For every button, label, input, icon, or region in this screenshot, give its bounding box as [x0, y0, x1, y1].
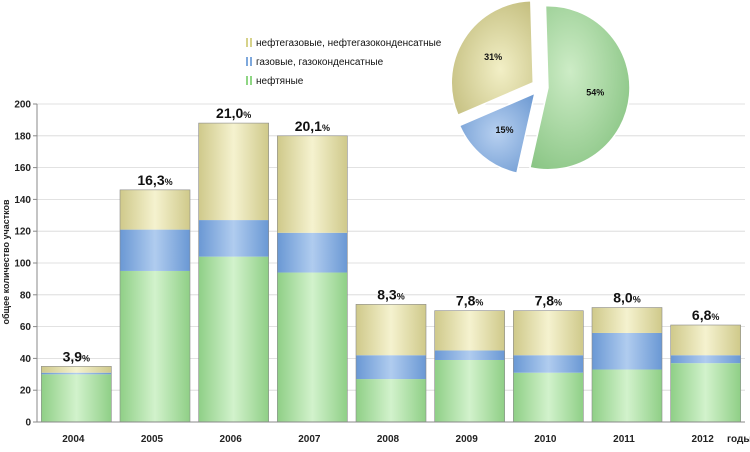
bar-segment-oil — [277, 272, 348, 422]
x-tick-label: 2009 — [456, 434, 479, 445]
bar-segment-gas — [513, 355, 584, 373]
bar-segment-oil — [41, 374, 112, 422]
pie-slice-mixed — [450, 0, 535, 117]
y-tick-label: 20 — [20, 386, 32, 397]
bar-percent-label: 3,9% — [63, 348, 90, 364]
y-axis-ticks: 0 20 40 60 80 100 120 140 160 180 200 — [14, 100, 37, 429]
x-tick-label: 2008 — [377, 434, 400, 445]
bar-segment-oil — [356, 379, 426, 422]
y-tick-label: 0 — [25, 418, 31, 429]
y-tick-label: 40 — [20, 354, 32, 365]
y-tick-label: 100 — [14, 259, 31, 270]
legend-swatch — [250, 76, 252, 85]
bar-segment-gas — [592, 332, 662, 370]
bars: 3,9% 16,3% 21,0% 20,1% 8,3% 7,8% 7,8% 8,0% 6,8% — [41, 105, 741, 423]
bar-segment-mixed — [513, 310, 584, 356]
x-axis-ticks: 2004 2005 2006 2007 2008 2009 2010 2011 2012 — [62, 434, 714, 445]
axes — [36, 104, 745, 423]
bar-percent-label: 20,1% — [295, 118, 330, 134]
bar-segment-gas — [120, 229, 190, 271]
y-tick-label: 180 — [14, 131, 31, 142]
x-axis-suffix: годы — [727, 434, 750, 445]
bar-segment-mixed — [198, 123, 269, 221]
x-tick-label: 2007 — [298, 434, 321, 445]
legend-swatch — [246, 38, 248, 47]
pie-slice-label: 31% — [484, 52, 502, 62]
bar-percent-label: 7,8% — [456, 293, 483, 309]
x-tick-label: 2012 — [692, 434, 715, 445]
bar-percent-label: 16,3% — [137, 172, 172, 188]
pie-slice-label: 15% — [496, 125, 514, 135]
bar-segment-oil — [592, 369, 662, 422]
y-axis-label: общее количество участков — [1, 199, 11, 325]
legend-label: нефтегазовые, нефтегазоконденсатные — [256, 37, 442, 49]
bar-segment-mixed — [434, 310, 505, 351]
bar-percent-label: 7,8% — [535, 293, 562, 309]
bar-segment-gas — [198, 220, 269, 257]
legend-label: нефтяные — [256, 75, 304, 87]
bar-segment-mixed — [41, 366, 112, 373]
legend-swatch — [250, 57, 252, 66]
y-tick-label: 200 — [14, 100, 31, 111]
bar-segment-mixed — [120, 189, 190, 230]
pie-slice-gas — [458, 91, 536, 175]
bar-segment-gas — [277, 232, 348, 273]
pie-slice-label: 54% — [586, 87, 604, 97]
bar-segment-oil — [120, 270, 190, 422]
bar-segment-mixed — [592, 307, 662, 333]
y-tick-label: 60 — [20, 322, 32, 333]
bar-segment-oil — [434, 359, 505, 422]
bar-segment-oil — [198, 256, 269, 422]
x-tick-label: 2011 — [613, 434, 635, 445]
bar-segment-gas — [434, 350, 505, 360]
bar-percent-label: 8,3% — [377, 286, 404, 302]
bar-segment-mixed — [356, 304, 426, 356]
y-tick-label: 160 — [14, 163, 31, 174]
y-tick-label: 140 — [14, 195, 31, 206]
y-tick-label: 80 — [20, 290, 32, 301]
legend-swatch — [250, 38, 252, 47]
x-tick-label: 2004 — [62, 434, 85, 445]
bar-percent-label: 8,0% — [613, 290, 640, 306]
bar-segment-mixed — [670, 325, 741, 356]
pie-slice-oil — [529, 5, 631, 171]
legend-swatch — [246, 76, 248, 85]
pie-chart: 54% 15% 31% — [450, 0, 631, 175]
x-tick-label: 2010 — [534, 434, 557, 445]
y-tick-label: 120 — [14, 227, 31, 238]
bar-segment-oil — [670, 363, 741, 422]
bar-segment-oil — [513, 372, 584, 422]
bar-segment-mixed — [277, 135, 348, 233]
legend-label: газовые, газоконденсатные — [256, 57, 384, 68]
x-tick-label: 2005 — [141, 434, 164, 445]
bar-percent-label: 6,8% — [692, 307, 719, 323]
bar-percent-label: 21,0% — [216, 105, 251, 121]
bar-segment-gas — [670, 355, 741, 364]
legend: нефтегазовые, нефтегазоконденсатные газов… — [246, 37, 442, 87]
bar-segment-gas — [41, 372, 112, 375]
x-tick-label: 2006 — [220, 434, 243, 445]
bar-segment-gas — [356, 355, 426, 380]
legend-swatch — [246, 57, 248, 66]
